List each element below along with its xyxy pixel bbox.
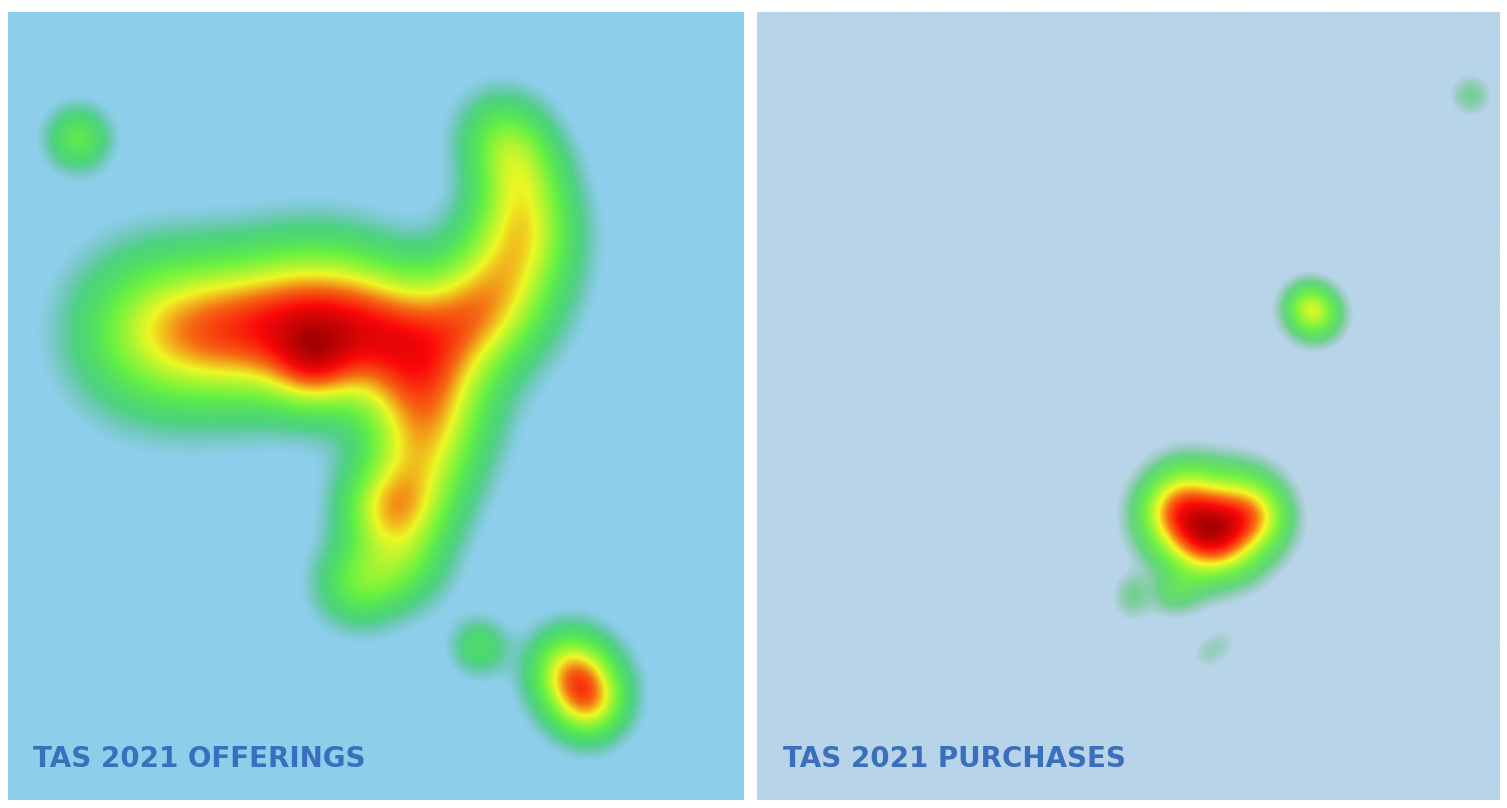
Text: TAS 2021 OFFERINGS: TAS 2021 OFFERINGS — [33, 745, 366, 772]
Text: TAS 2021 PURCHASES: TAS 2021 PURCHASES — [782, 745, 1126, 772]
